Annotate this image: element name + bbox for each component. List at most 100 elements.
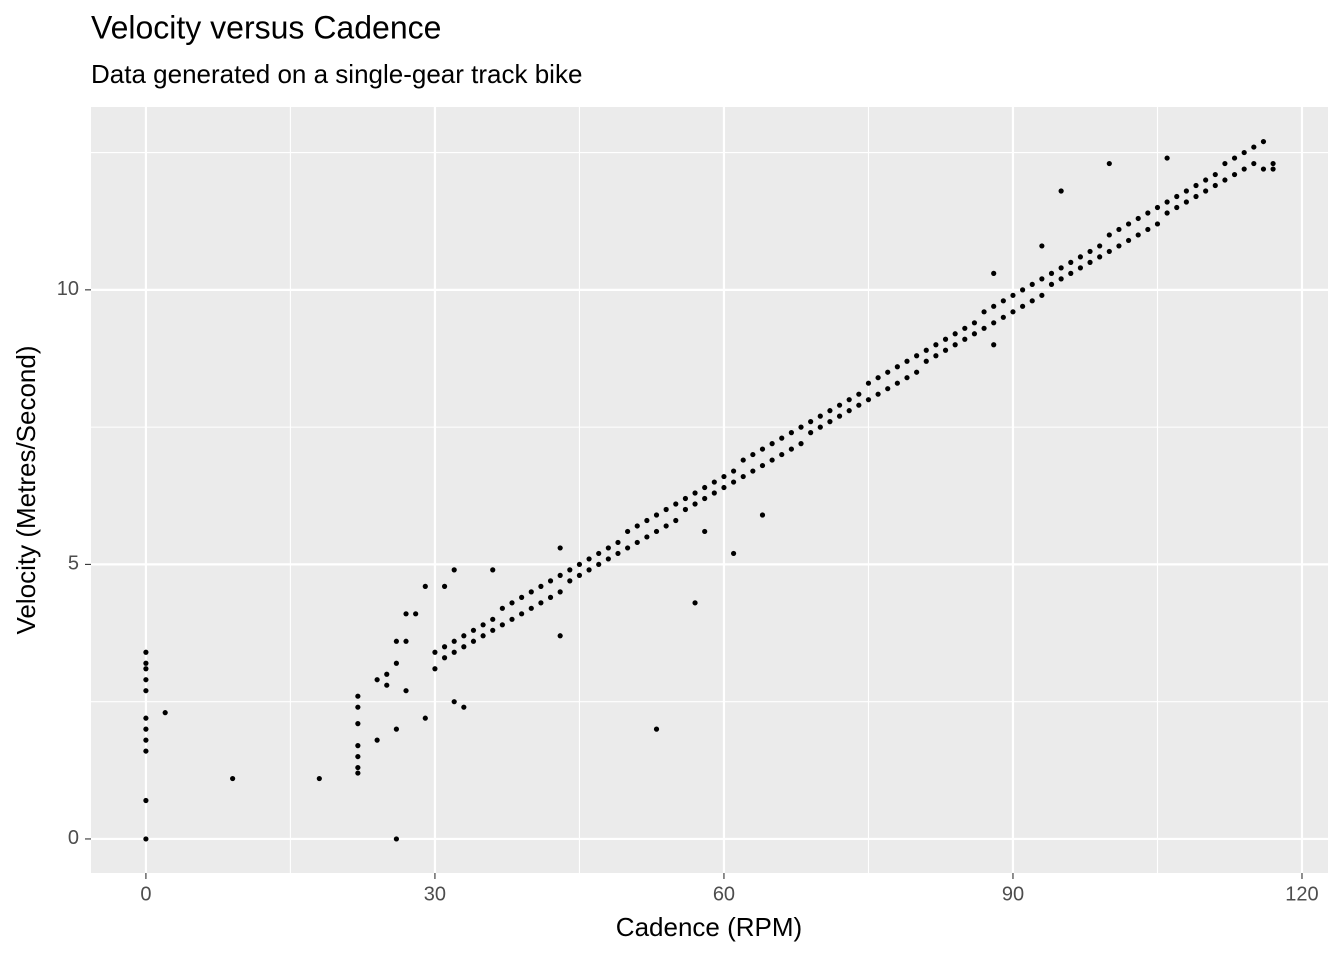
- point: [991, 320, 997, 326]
- point: [1183, 199, 1189, 205]
- point: [1251, 160, 1257, 167]
- point: [615, 539, 621, 546]
- point: [143, 677, 149, 683]
- point: [904, 358, 910, 364]
- point: [808, 430, 814, 436]
- point: [143, 737, 149, 743]
- point: [663, 506, 669, 513]
- point: [1145, 226, 1151, 233]
- point: [1116, 226, 1122, 233]
- point: [1135, 215, 1141, 222]
- point: [393, 660, 399, 666]
- point: [605, 545, 611, 551]
- point: [692, 501, 698, 507]
- point: [519, 611, 525, 617]
- point: [499, 622, 505, 628]
- point: [779, 451, 785, 458]
- point: [1010, 309, 1016, 315]
- point: [143, 836, 149, 842]
- point: [143, 660, 149, 666]
- x-axis-title: Cadence (RPM): [616, 912, 802, 942]
- point: [480, 622, 486, 628]
- point: [702, 528, 708, 535]
- point: [730, 550, 737, 557]
- point: [1193, 193, 1199, 200]
- point: [1058, 188, 1064, 194]
- point: [557, 589, 563, 595]
- point: [692, 490, 698, 496]
- point: [557, 572, 563, 578]
- point: [576, 572, 583, 578]
- point: [567, 567, 573, 573]
- point: [1097, 243, 1103, 249]
- point: [991, 270, 997, 276]
- point: [422, 583, 428, 589]
- point: [413, 611, 419, 617]
- point: [1097, 254, 1103, 260]
- point: [461, 644, 467, 650]
- point: [557, 545, 563, 551]
- point: [1270, 166, 1276, 172]
- point: [894, 380, 900, 386]
- x-tick-label: 120: [1285, 883, 1318, 905]
- point: [509, 600, 515, 606]
- point: [586, 556, 592, 562]
- point: [470, 638, 477, 644]
- point: [875, 375, 881, 381]
- point: [721, 473, 727, 480]
- point: [711, 490, 717, 496]
- point: [538, 583, 544, 589]
- point: [846, 408, 852, 414]
- point: [644, 534, 650, 540]
- point: [384, 682, 390, 688]
- point: [894, 364, 900, 370]
- y-tick-label: 5: [68, 553, 79, 575]
- point: [1212, 182, 1218, 189]
- point: [143, 715, 149, 721]
- point: [942, 347, 949, 353]
- point: [1212, 171, 1218, 178]
- point: [1039, 243, 1045, 249]
- point: [730, 468, 737, 474]
- point: [808, 419, 814, 425]
- point: [355, 721, 361, 727]
- point: [740, 473, 746, 480]
- point: [759, 462, 766, 469]
- point: [885, 369, 891, 375]
- point: [355, 764, 361, 771]
- point: [653, 726, 660, 732]
- point: [1203, 188, 1209, 194]
- point: [1174, 193, 1180, 200]
- point: [1048, 281, 1055, 287]
- point: [422, 715, 428, 721]
- point: [374, 677, 380, 683]
- point: [1087, 259, 1093, 265]
- point: [143, 726, 149, 732]
- point: [769, 441, 775, 447]
- point: [1029, 298, 1035, 304]
- point: [143, 688, 149, 694]
- point: [403, 638, 409, 644]
- point: [798, 424, 804, 430]
- point: [865, 380, 872, 386]
- point: [1000, 298, 1006, 304]
- point: [856, 402, 862, 408]
- point: [663, 523, 669, 529]
- point: [441, 583, 448, 589]
- point: [991, 303, 997, 309]
- point: [673, 501, 679, 507]
- point: [721, 484, 727, 491]
- point: [653, 528, 660, 535]
- point: [432, 649, 438, 655]
- point: [692, 600, 698, 606]
- point: [634, 539, 640, 546]
- point: [1183, 188, 1189, 194]
- point: [1039, 292, 1045, 298]
- point: [923, 347, 929, 353]
- point: [162, 710, 168, 716]
- point: [682, 506, 689, 513]
- chart-subtitle: Data generated on a single-gear track bi…: [91, 59, 582, 89]
- point: [143, 649, 149, 655]
- point: [441, 644, 448, 650]
